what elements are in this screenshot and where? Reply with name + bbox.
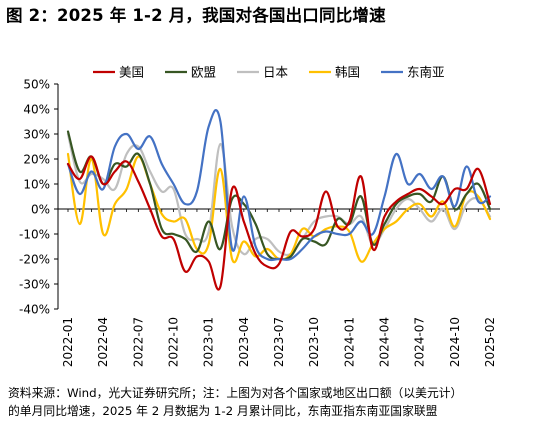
y-tick-label: 50% bbox=[23, 78, 50, 92]
x-tick-label: 2022-04 bbox=[96, 317, 110, 367]
chart-title: 图 2：2025 年 1-2 月，我国对各国出口同比增速 bbox=[6, 6, 386, 25]
x-tick-label: 2023-07 bbox=[272, 317, 286, 367]
source-note: 资料来源：Wind，光大证券研究所；注：上图为对各个国家或地区出口额（以美元计）… bbox=[8, 384, 532, 420]
x-tick-label: 2022-10 bbox=[167, 317, 181, 367]
source-line-1: 资料来源：Wind，光大证券研究所；注：上图为对各个国家或地区出口额（以美元计） bbox=[8, 386, 463, 400]
x-tick-label: 2023-04 bbox=[237, 317, 251, 367]
plot-area bbox=[66, 108, 492, 291]
y-tick-label: 0% bbox=[31, 203, 50, 217]
line-chart: 美国 欧盟 日本 韩国 东南亚 50% 40% 30% 20% 10% 0% -10% -20% -30… bbox=[19, 65, 500, 367]
y-tick-label: 10% bbox=[23, 178, 50, 192]
x-tick-label: 2024-04 bbox=[378, 317, 392, 367]
legend-label: 日本 bbox=[263, 65, 289, 80]
series-line-4 bbox=[66, 152, 492, 264]
x-tick-label: 2024-07 bbox=[413, 317, 427, 367]
x-tick-label: 2025-02 bbox=[483, 317, 497, 367]
x-tick-label: 2022-07 bbox=[131, 317, 145, 367]
legend-label: 美国 bbox=[119, 65, 144, 80]
x-tick-label: 2024-10 bbox=[448, 317, 462, 367]
legend-label: 欧盟 bbox=[191, 65, 216, 80]
y-tick-label: 40% bbox=[23, 103, 50, 117]
y-tick-label: -30% bbox=[19, 278, 50, 292]
x-tick-label: 2023-01 bbox=[202, 317, 216, 367]
y-tick-label: 30% bbox=[23, 128, 50, 142]
x-tick-label: 2023-10 bbox=[307, 317, 321, 367]
x-tick-label: 2022-01 bbox=[61, 317, 75, 367]
y-tick-label: -10% bbox=[19, 228, 50, 242]
series-line-5 bbox=[66, 108, 492, 262]
y-tick-label: -40% bbox=[19, 303, 50, 317]
legend-label: 东南亚 bbox=[407, 65, 445, 80]
legend-label: 韩国 bbox=[335, 65, 360, 80]
legend: 美国 欧盟 日本 韩国 东南亚 bbox=[93, 65, 445, 80]
x-tick-label: 2024-01 bbox=[342, 317, 356, 367]
y-tick-label: 20% bbox=[23, 153, 50, 167]
y-tick-label: -20% bbox=[19, 253, 50, 267]
y-axis: 50% 40% 30% 20% 10% 0% -10% -20% -30% -40% bbox=[19, 78, 59, 317]
series-line-1 bbox=[66, 155, 492, 291]
source-line-2: 的单月同比增速，2025 年 2 月数据为 1-2 月累计同比，东南亚指东南亚国… bbox=[8, 404, 438, 418]
series-line-2 bbox=[66, 130, 492, 261]
x-axis: 2022-01 2022-04 2022-07 2022-10 2023-01 2023-… bbox=[58, 208, 500, 367]
series-line-3 bbox=[66, 132, 492, 257]
